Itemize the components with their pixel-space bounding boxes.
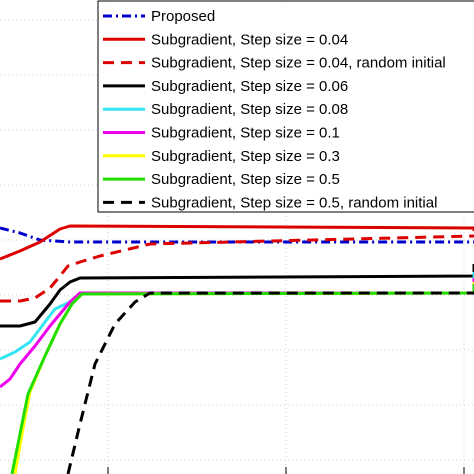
series-lines bbox=[0, 224, 474, 474]
series-line-2 bbox=[0, 234, 474, 303]
legend-label-2: Subgradient, Step size = 0.04, random in… bbox=[151, 55, 446, 72]
series-line-1 bbox=[0, 224, 474, 261]
series-line-3 bbox=[0, 264, 474, 328]
legend-label-5: Subgradient, Step size = 0.1 bbox=[151, 125, 340, 142]
legend-label-6: Subgradient, Step size = 0.3 bbox=[151, 148, 340, 165]
series-line-0 bbox=[0, 226, 474, 244]
legend-box bbox=[97, 0, 474, 213]
legend-label-4: Subgradient, Step size = 0.08 bbox=[151, 101, 348, 118]
legend: Proposed Subgradient, Step size = 0.04 Sub… bbox=[97, 0, 474, 213]
legend-label-3: Subgradient, Step size = 0.06 bbox=[151, 78, 348, 95]
legend-label-1: Subgradient, Step size = 0.04 bbox=[151, 31, 348, 48]
axes bbox=[107, 467, 465, 474]
series-line-8 bbox=[66, 291, 474, 474]
legend-label-8: Subgradient, Step size = 0.5, random ini… bbox=[151, 194, 437, 211]
legend-label-0: Proposed bbox=[151, 8, 215, 25]
legend-label-7: Subgradient, Step size = 0.5 bbox=[151, 171, 340, 188]
